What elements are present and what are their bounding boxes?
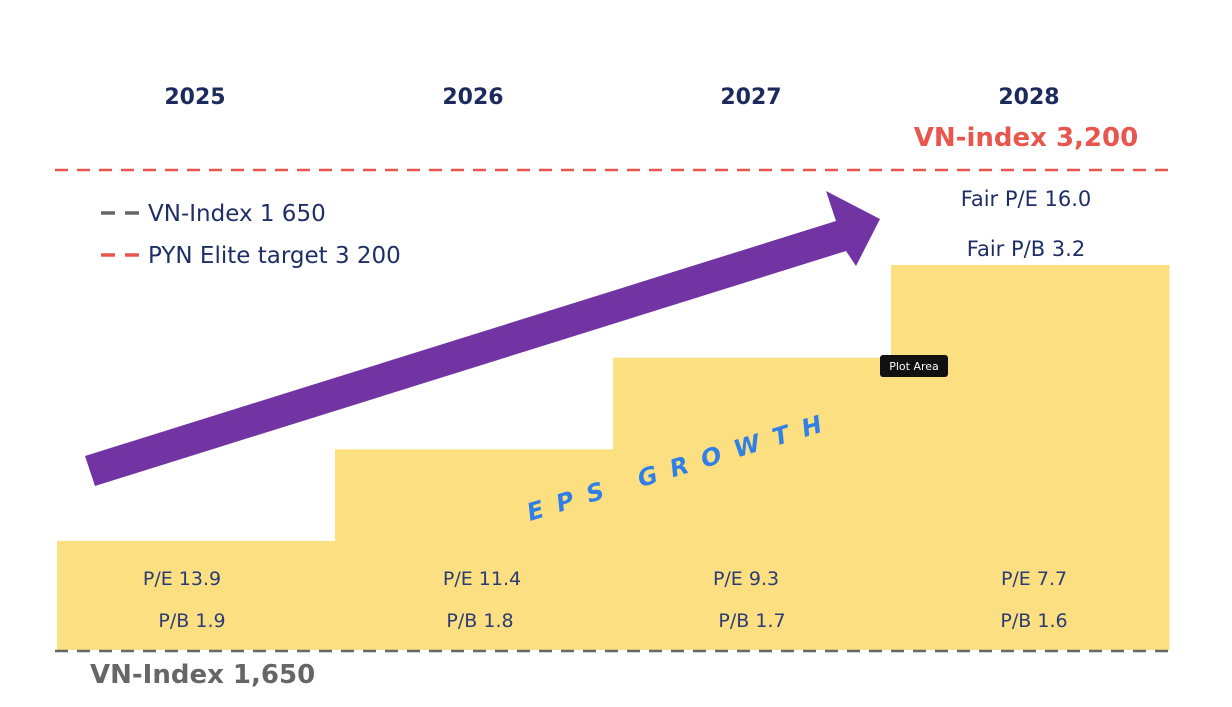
target-index-label: VN-index 3,200 bbox=[914, 123, 1138, 153]
tooltip-background bbox=[880, 355, 948, 377]
eps-bar-2025 bbox=[57, 540, 336, 650]
year-label-2026: 2026 bbox=[442, 85, 503, 110]
legend-label-vn-index: VN-Index 1 650 bbox=[148, 201, 326, 227]
eps-bar-2028 bbox=[891, 265, 1170, 650]
plot-area-tooltip: Plot Area bbox=[880, 355, 948, 377]
fair-pe-label: Fair P/E 16.0 bbox=[961, 187, 1092, 211]
pe-label-2025: P/E 13.9 bbox=[143, 568, 221, 590]
eps-bar-2027 bbox=[613, 357, 892, 650]
bar-group bbox=[57, 265, 1170, 650]
base-index-label: VN-Index 1,650 bbox=[90, 660, 315, 690]
year-label-2025: 2025 bbox=[164, 85, 225, 110]
eps-bar-2026 bbox=[335, 449, 614, 650]
pb-label-2025: P/B 1.9 bbox=[158, 610, 225, 632]
fair-pb-label: Fair P/B 3.2 bbox=[967, 237, 1085, 261]
legend-label-target: PYN Elite target 3 200 bbox=[148, 243, 401, 269]
pb-label-2026: P/B 1.8 bbox=[446, 610, 513, 632]
pe-label-2026: P/E 11.4 bbox=[443, 568, 521, 590]
year-label-2027: 2027 bbox=[720, 85, 781, 110]
tooltip-label: Plot Area bbox=[889, 360, 939, 373]
growth-arrow-icon bbox=[85, 191, 880, 486]
legend: VN-Index 1 650 PYN Elite target 3 200 bbox=[101, 201, 401, 269]
year-label-2028: 2028 bbox=[998, 85, 1059, 110]
pb-label-2028: P/B 1.6 bbox=[1000, 610, 1067, 632]
pb-label-2027: P/B 1.7 bbox=[718, 610, 785, 632]
pe-label-2028: P/E 7.7 bbox=[1001, 568, 1067, 590]
pe-label-2027: P/E 9.3 bbox=[713, 568, 779, 590]
